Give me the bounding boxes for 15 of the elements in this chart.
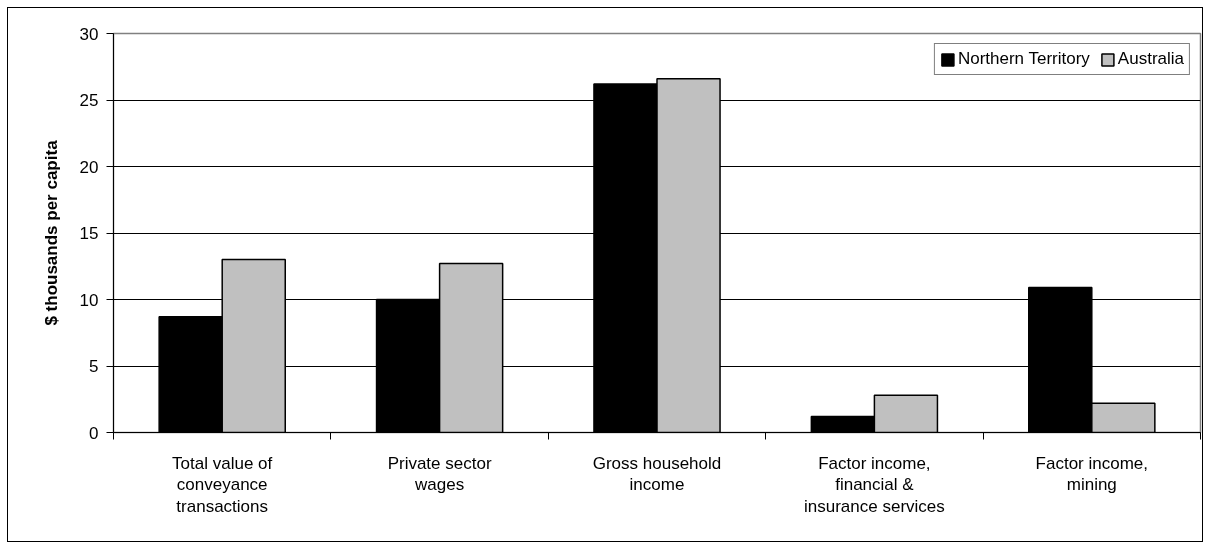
legend-label: Australia (1117, 49, 1184, 69)
x-tick-label: Private sector wages (387, 453, 492, 495)
y-tick-label: 5 (89, 357, 99, 376)
y-tick-label: 25 (79, 91, 99, 110)
x-tick-label: Factor income, mining (1035, 453, 1149, 495)
y-tick-label: 15 (79, 224, 99, 243)
x-tick-label: Total value of conveyance transactions (172, 453, 273, 517)
y-tick-label: 20 (79, 157, 99, 177)
y-tick-label: 10 (79, 290, 99, 310)
x-tick-label: Gross household income (592, 453, 722, 495)
y-axis-title: $ thousands per capita (41, 139, 61, 326)
y-tick-label: 30 (79, 24, 99, 44)
y-tick-label: 0 (89, 423, 99, 443)
x-tick-label: Factor income, financial & insurance services (804, 453, 945, 517)
legend-label: Northern Territory (957, 49, 1090, 69)
